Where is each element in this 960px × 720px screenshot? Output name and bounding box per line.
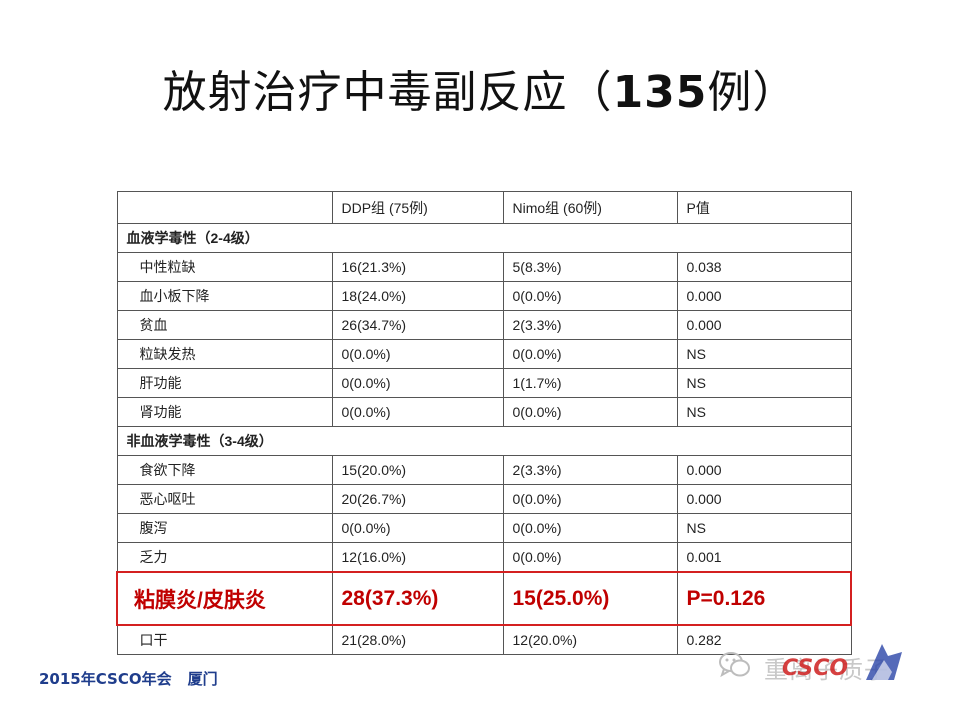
cell-ddp: 16(21.3%) <box>331 252 504 282</box>
highlight-p: P=0.126 <box>676 571 852 626</box>
table-row: 肾功能 0(0.0%) 0(0.0%) NS <box>116 397 852 427</box>
cell-nimo: 0(0.0%) <box>502 397 678 427</box>
cell-nimo: 0(0.0%) <box>502 542 678 573</box>
table-row: 贫血 26(34.7%) 2(3.3%) 0.000 <box>116 310 852 340</box>
highlight-nimo: 15(25.0%) <box>502 571 678 626</box>
row-label: 粒缺发热 <box>116 339 333 369</box>
watermark: 重离子质子 CSCO <box>718 636 950 694</box>
footer-event: 2015年CSCO年会 <box>39 670 172 688</box>
row-label: 乏力 <box>116 542 333 573</box>
cell-ddp: 0(0.0%) <box>331 368 504 398</box>
cell-p: 0.000 <box>676 310 852 340</box>
row-label: 血小板下降 <box>116 281 333 311</box>
cell-nimo: 0(0.0%) <box>502 513 678 543</box>
title-count: 135 <box>612 67 708 118</box>
slide-title: 放射治疗中毒副反应（135例） <box>0 56 960 120</box>
table-row: 食欲下降 15(20.0%) 2(3.3%) 0.000 <box>116 455 852 485</box>
cell-nimo: 12(20.0%) <box>502 624 678 655</box>
cell-p: 0.038 <box>676 252 852 282</box>
cell-ddp: 0(0.0%) <box>331 339 504 369</box>
table-row: 口干 21(28.0%) 12(20.0%) 0.282 <box>116 624 852 655</box>
cell-p: 0.000 <box>676 455 852 485</box>
header-cell-blank <box>116 191 333 224</box>
slide-footer: 2015年CSCO年会 厦门 <box>39 668 218 689</box>
cell-p: 0.001 <box>676 542 852 573</box>
cell-p: 0.000 <box>676 484 852 514</box>
row-label: 食欲下降 <box>116 455 333 485</box>
cell-p: NS <box>676 339 852 369</box>
cell-ddp: 21(28.0%) <box>331 624 504 655</box>
header-cell-nimo: Nimo组 (60例) <box>502 191 678 224</box>
row-label: 腹泻 <box>116 513 333 543</box>
cell-ddp: 15(20.0%) <box>331 455 504 485</box>
cell-ddp: 0(0.0%) <box>331 513 504 543</box>
csco-logo: CSCO <box>782 656 848 681</box>
cell-nimo: 0(0.0%) <box>502 339 678 369</box>
section-row-nonhematologic: 非血液学毒性（3-4级） <box>116 426 852 456</box>
cell-p: NS <box>676 513 852 543</box>
cell-ddp: 18(24.0%) <box>331 281 504 311</box>
footer-city: 厦门 <box>187 670 218 688</box>
cell-p: NS <box>676 397 852 427</box>
cell-nimo: 0(0.0%) <box>502 281 678 311</box>
cell-nimo: 0(0.0%) <box>502 484 678 514</box>
table-row: 中性粒缺 16(21.3%) 5(8.3%) 0.038 <box>116 252 852 282</box>
row-label: 肾功能 <box>116 397 333 427</box>
cell-ddp: 0(0.0%) <box>331 397 504 427</box>
table-row: 腹泻 0(0.0%) 0(0.0%) NS <box>116 513 852 543</box>
cell-ddp: 12(16.0%) <box>331 542 504 573</box>
table-row: 肝功能 0(0.0%) 1(1.7%) NS <box>116 368 852 398</box>
table-row: 血小板下降 18(24.0%) 0(0.0%) 0.000 <box>116 281 852 311</box>
highlight-row: 粘膜炎/皮肤炎 28(37.3%) 15(25.0%) P=0.126 <box>116 571 852 626</box>
table-row: 粒缺发热 0(0.0%) 0(0.0%) NS <box>116 339 852 369</box>
cell-ddp: 26(34.7%) <box>331 310 504 340</box>
csco-emblem-icon <box>866 644 902 680</box>
header-cell-ddp: DDP组 (75例) <box>331 191 504 224</box>
cell-nimo: 5(8.3%) <box>502 252 678 282</box>
title-text: 放射治疗中毒副反应（ <box>162 67 613 118</box>
section-label-nonhematologic: 非血液学毒性（3-4级） <box>116 426 852 456</box>
cell-p: 0.000 <box>676 281 852 311</box>
section-label-hematologic: 血液学毒性（2-4级） <box>116 223 852 253</box>
cell-nimo: 2(3.3%) <box>502 455 678 485</box>
cell-nimo: 2(3.3%) <box>502 310 678 340</box>
table-row: 恶心呕吐 20(26.7%) 0(0.0%) 0.000 <box>116 484 852 514</box>
table-row: 乏力 12(16.0%) 0(0.0%) 0.001 <box>116 542 852 573</box>
cell-nimo: 1(1.7%) <box>502 368 678 398</box>
cell-p: NS <box>676 368 852 398</box>
toxicity-table: DDP组 (75例) Nimo组 (60例) P值 血液学毒性（2-4级） 中性… <box>116 191 852 655</box>
row-label: 肝功能 <box>116 368 333 398</box>
highlight-ddp: 28(37.3%) <box>331 571 504 626</box>
cell-p: 0.282 <box>676 624 852 655</box>
table-header-row: DDP组 (75例) Nimo组 (60例) P值 <box>116 191 852 224</box>
row-label: 口干 <box>116 624 333 655</box>
highlight-label: 粘膜炎/皮肤炎 <box>116 571 333 626</box>
csco-logo-text: CSCO <box>782 656 848 681</box>
row-label: 恶心呕吐 <box>116 484 333 514</box>
row-label: 贫血 <box>116 310 333 340</box>
header-cell-p: P值 <box>676 191 852 224</box>
row-label: 中性粒缺 <box>116 252 333 282</box>
section-row-hematologic: 血液学毒性（2-4级） <box>116 223 852 253</box>
title-unit: 例） <box>707 67 798 118</box>
wechat-icon <box>719 652 750 678</box>
cell-ddp: 20(26.7%) <box>331 484 504 514</box>
